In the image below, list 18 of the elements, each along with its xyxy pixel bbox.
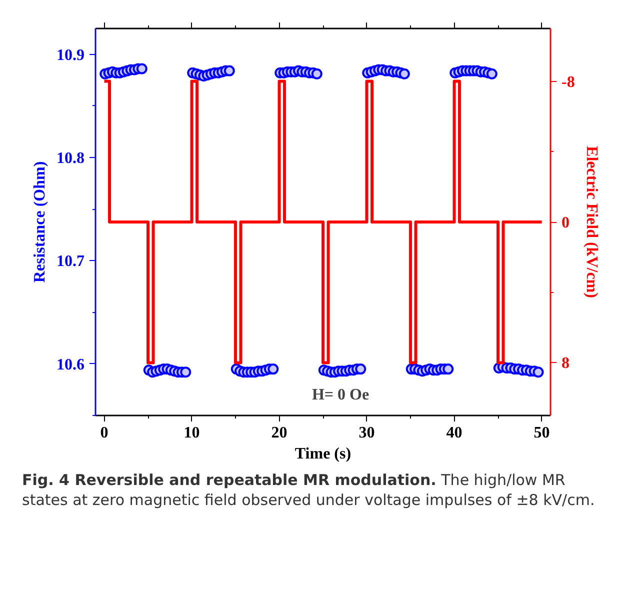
y2-tick-label: -8	[562, 74, 575, 91]
annotation: H= 0 Oe	[312, 386, 370, 404]
y2-tick-label: 8	[562, 355, 570, 372]
x-tick-label: 20	[271, 424, 288, 442]
x-axis-title: Time (s)	[294, 446, 352, 462]
y-tick-label: 10.6	[56, 356, 84, 374]
x-tick-label: 30	[358, 424, 375, 442]
x-tick-label: 50	[534, 424, 550, 442]
x-tick-label: 40	[446, 424, 462, 442]
caption: Fig. 4 Reversible and repeatable MR modulation.	[22, 471, 436, 489]
y2-axis-title: Electric Field (kV/cm)	[582, 146, 600, 298]
x-tick-label: 10	[184, 424, 200, 442]
x-tick-label: 0	[100, 424, 108, 442]
y2-tick-label: 0	[562, 214, 570, 232]
y-axis-title: Resistance (Ohm)	[32, 161, 48, 283]
y-tick-label: 10.7	[56, 253, 84, 270]
y-tick-label: 10.8	[56, 150, 84, 167]
y-tick-label: 10.9	[56, 46, 84, 64]
